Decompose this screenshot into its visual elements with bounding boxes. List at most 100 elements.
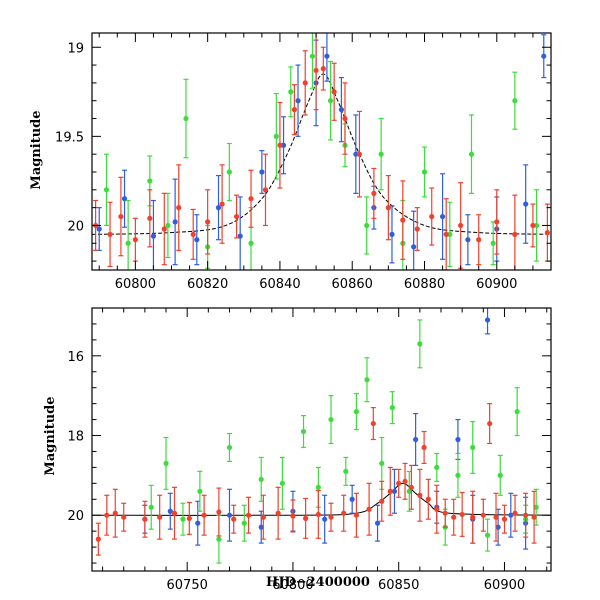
bottom-series-0-point (391, 468, 398, 514)
bottom-panel-plot-area (92, 308, 551, 564)
top-series-0-point (389, 205, 395, 264)
bottom-series-2-point (142, 500, 148, 538)
bottom-series-0-point (455, 418, 461, 461)
top-series-0-point (439, 173, 446, 260)
top-x-tick-label: 60880 (404, 277, 445, 292)
bottom-x-tick-label: 60850 (378, 578, 419, 593)
bottom-series-1-point (434, 452, 440, 482)
top-series-1-point (226, 142, 232, 202)
bottom-series-1-point (241, 504, 247, 542)
top-series-2-point (429, 187, 435, 246)
top-panel-tick-labels: 60800 60820 60840 60860 60880 60900 19 19.5 20 (55, 41, 517, 292)
bottom-series-2-point (260, 494, 266, 540)
bottom-series-1-point (258, 456, 264, 502)
top-series-1-point (288, 66, 294, 118)
top-series-0-point (172, 178, 178, 266)
bottom-series-2-point (186, 501, 192, 535)
top-series-2-point (190, 208, 196, 260)
bottom-series-2-point (353, 492, 360, 538)
bottom-series-2-point (231, 504, 237, 534)
bottom-series-2-point (402, 462, 408, 500)
bottom-series-2-point (216, 487, 222, 537)
bottom-series-2-point (328, 502, 334, 532)
bottom-series-2-point (245, 496, 252, 534)
bottom-series-2-point (493, 492, 499, 542)
top-series-2-point (530, 203, 536, 248)
top-series-0-point (523, 164, 529, 244)
bottom-series-1-point (300, 414, 307, 449)
top-y-tick-label: 20 (67, 219, 84, 234)
top-x-tick-label: 60820 (187, 277, 228, 292)
bottom-light-curve-panel: 60750 60800 60850 60900 16 18 20 Magnitude HJD… (43, 307, 552, 593)
top-series-2-point (291, 84, 297, 136)
top-series-2-point (342, 82, 348, 155)
top-series-2-point (476, 214, 482, 266)
bottom-series-2-point (523, 492, 529, 538)
top-y-tick-label: 19 (67, 41, 84, 56)
top-series-0-point (194, 214, 200, 266)
bottom-x-tick-label: 60900 (484, 578, 525, 593)
top-series-1-point (378, 117, 384, 191)
top-series-2-point (512, 194, 518, 270)
bottom-series-2-point (104, 494, 110, 536)
top-series-2-point (414, 207, 420, 251)
bottom-series-2-point (341, 494, 347, 532)
bottom-series-1-point (484, 518, 491, 552)
top-model-curve (92, 73, 551, 235)
bottom-series-0-point (374, 504, 381, 542)
top-series-2-point (262, 153, 269, 227)
top-series-1-point (327, 60, 334, 141)
bottom-panel-ylabel: Magnitude (43, 396, 58, 475)
bottom-series-1-point (389, 391, 395, 425)
bottom-series-0-point (167, 492, 173, 530)
top-series-2-point (385, 174, 391, 241)
bottom-series-2-point (201, 494, 207, 536)
top-series-1-point (512, 71, 518, 130)
bottom-series-0-point (484, 308, 491, 335)
top-series-0-point (215, 174, 222, 241)
top-series-1-point (447, 201, 453, 268)
bottom-series-0-point (226, 488, 233, 542)
top-series-2-point (443, 198, 449, 270)
top-series-0-point (96, 207, 102, 251)
bottom-series-0-point (495, 508, 501, 546)
top-series-0-point (338, 76, 344, 143)
top-series-2-point (161, 192, 167, 266)
bottom-series-1-point (343, 456, 349, 486)
bottom-series-1-point (180, 502, 186, 536)
top-series-2-point (494, 189, 500, 255)
bottom-series-2-point (408, 464, 414, 510)
top-series-0-point (259, 150, 265, 194)
top-y-tick-label: 19.5 (55, 130, 84, 145)
top-series-0-point (121, 169, 128, 228)
top-series-1-point (309, 33, 316, 89)
top-series-2-point (233, 194, 240, 239)
top-panel-ylabel: Magnitude (29, 110, 44, 189)
top-series-0-point (541, 34, 547, 79)
bottom-series-2-point (387, 466, 393, 516)
top-series-1-point (364, 196, 370, 255)
bottom-series-1-point (379, 436, 385, 490)
bottom-series-0-point (413, 412, 419, 467)
bottom-series-1-point (417, 319, 423, 369)
bottom-series-2-point (480, 498, 486, 532)
top-series-2-point (544, 203, 550, 262)
bottom-series-2-point (425, 478, 431, 520)
top-series-2-point (302, 50, 308, 116)
top-series-1-point (490, 221, 496, 266)
top-panel-ticks (92, 33, 552, 270)
bottom-series-2-point (379, 480, 385, 522)
bottom-series-1-point (197, 470, 203, 512)
top-series-1-point (533, 189, 540, 262)
bottom-series-0-point (349, 484, 355, 514)
top-series-2-point (107, 201, 113, 268)
top-series-2-point (320, 46, 326, 91)
bottom-series-2-point (157, 494, 163, 540)
top-series-1-point (103, 153, 110, 227)
top-series-0-point (295, 64, 301, 137)
bottom-series-1-point (163, 436, 169, 490)
top-series-1-point (165, 192, 171, 259)
bottom-series-2-point (95, 522, 101, 556)
bottom-x-tick-label: 60800 (272, 578, 313, 593)
bottom-series-2-point (512, 494, 518, 532)
